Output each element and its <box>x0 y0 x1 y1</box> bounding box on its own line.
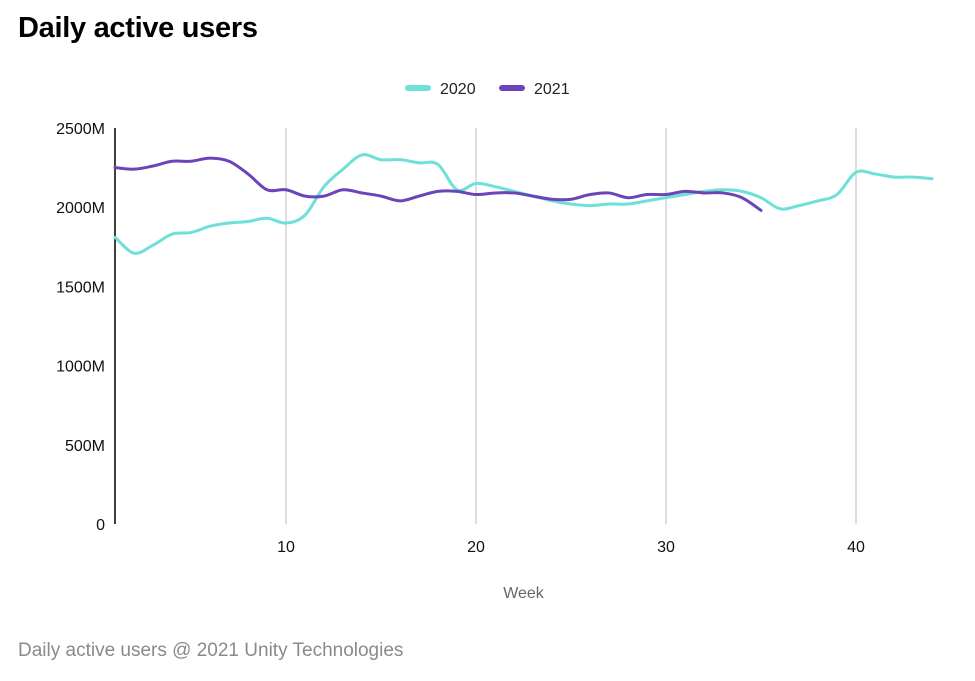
legend-label-2020: 2020 <box>440 81 476 98</box>
y-tick-label: 1500M <box>56 279 105 296</box>
legend-label-2021: 2021 <box>534 81 570 98</box>
footer-credit: Daily active users @ 2021 Unity Technolo… <box>18 640 404 661</box>
chart-title: Daily active users <box>18 12 258 44</box>
y-tick-label: 2000M <box>56 200 105 217</box>
gridlines <box>285 128 857 524</box>
y-tick-label: 0 <box>96 517 105 534</box>
y-tick-label: 1000M <box>56 359 105 376</box>
y-axis-ticks: 0 500M 1000M 1500M 2000M 2500M <box>56 121 105 534</box>
x-axis-title: Week <box>503 585 545 602</box>
x-tick-label: 30 <box>657 539 675 556</box>
x-axis-ticks: 10 20 30 40 <box>277 539 865 556</box>
y-tick-label: 500M <box>65 438 105 455</box>
series-line-2020 <box>113 153 934 255</box>
series-line-2021 <box>113 156 763 212</box>
x-tick-label: 40 <box>847 539 865 556</box>
x-tick-label: 20 <box>467 539 485 556</box>
y-tick-label: 2500M <box>56 121 105 138</box>
x-tick-label: 10 <box>277 539 295 556</box>
legend: 2020 2021 <box>405 81 570 98</box>
series-lines <box>113 153 934 255</box>
